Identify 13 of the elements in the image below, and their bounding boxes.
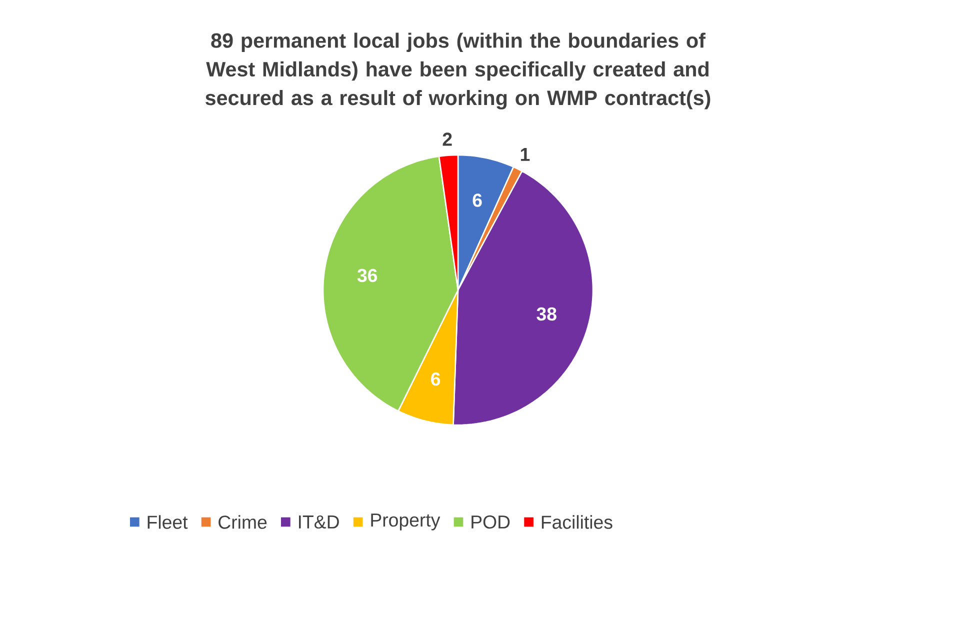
data-label: 2 — [442, 132, 452, 146]
legend-label: Property — [371, 514, 440, 530]
data-label: 36 — [357, 268, 378, 282]
legend-label: POD — [472, 515, 510, 529]
data-label: 6 — [472, 194, 482, 207]
chart-title: 89 permanent local jobs (within the boundaries of West Midlands) have been specifically created and secured as a result of working on WMP contract(s) — [206, 32, 710, 110]
legend-label: Fleet — [148, 515, 188, 529]
data-label: 1 — [520, 148, 530, 161]
data-label: 38 — [536, 307, 556, 321]
data-label: 6 — [431, 372, 440, 386]
legend-label: Crime — [218, 515, 267, 529]
legend-label: Facilities — [542, 515, 612, 529]
legend-label: IT&D — [298, 515, 339, 529]
